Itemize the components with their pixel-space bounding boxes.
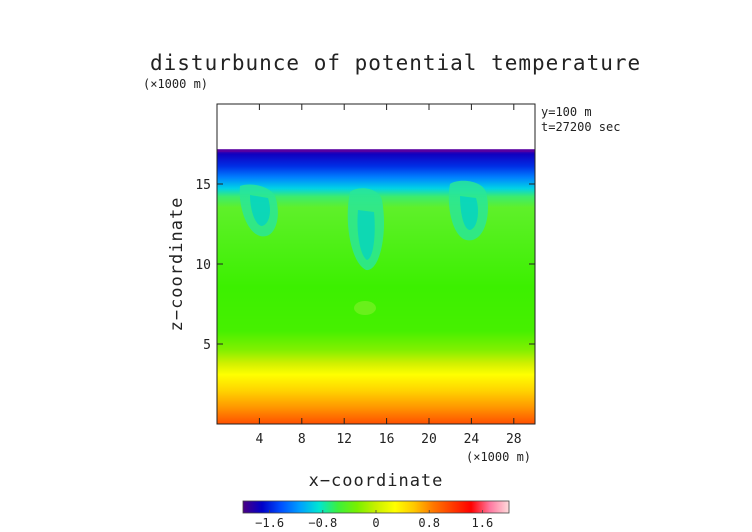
y-tick-label: 15 [195,178,211,193]
annotation-y: y=100 m [541,105,592,119]
annotation-t: t=27200 sec [541,120,620,134]
x-axis-label: x−coordinate [309,471,444,491]
empty-region [217,104,535,150]
colorbar-ticks: −1.6 −0.8 0 0.8 1.6 [255,510,493,530]
plume-left-core [250,195,270,226]
x-ticks: 4 8 12 16 20 24 28 [255,104,522,447]
plume-center-core [357,210,375,260]
x-tick-label: 20 [421,432,437,447]
colorbar-tick-label: 0.8 [418,516,440,530]
y-tick-label: 10 [195,258,211,273]
y-tick-label: 5 [203,338,211,353]
colorbar-tick-label: 1.6 [472,516,494,530]
x-unit-label: (×1000 m) [466,450,531,464]
colorbar-tick-label: −0.8 [308,516,337,530]
x-tick-label: 28 [506,432,522,447]
plot-area [217,104,535,424]
plume-right-core [460,196,478,230]
chart-title: disturbunce of potential temperature [150,51,641,75]
colorbar-tick-label: 0 [372,516,379,530]
y-unit-label: (×1000 m) [143,77,208,91]
x-tick-label: 16 [379,432,395,447]
colorbar-tick-label: −1.6 [255,516,284,530]
blob-small [354,301,376,315]
x-tick-label: 12 [336,432,352,447]
y-axis-label: z−coordinate [167,197,187,332]
field-top-edge [217,149,535,152]
y-ticks: 5 10 15 [195,178,535,353]
x-tick-label: 8 [298,432,306,447]
x-tick-label: 24 [464,432,480,447]
x-tick-label: 4 [255,432,263,447]
